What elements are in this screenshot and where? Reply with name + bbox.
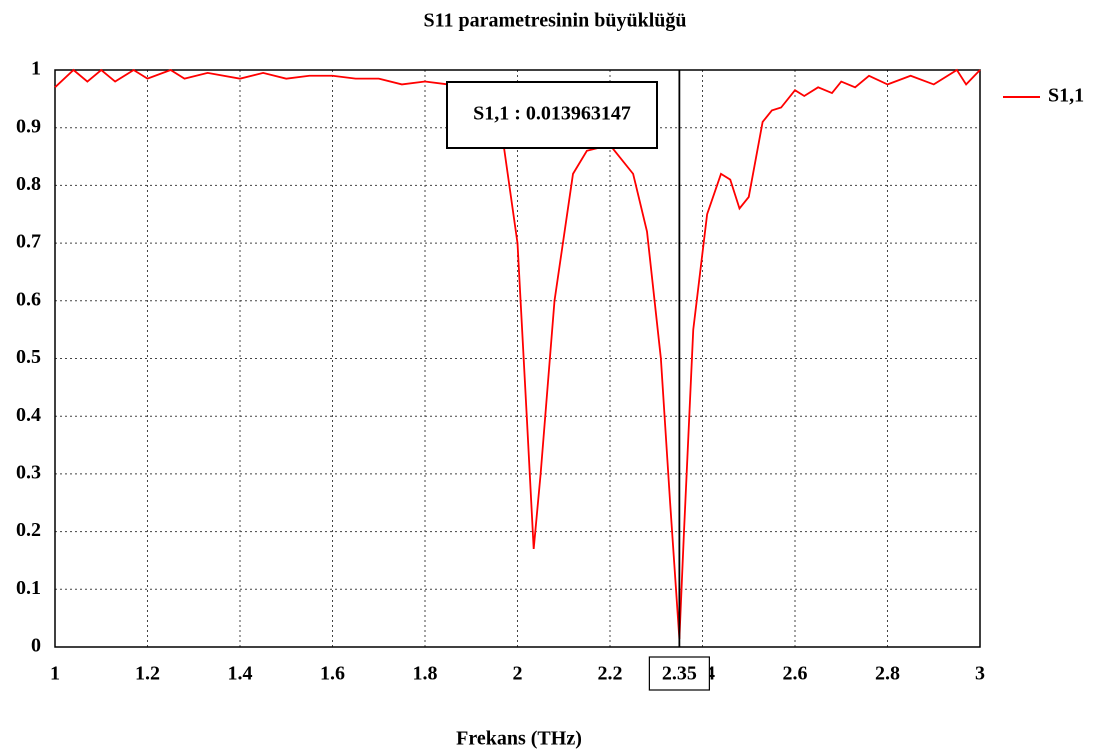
- x-axis-label: Frekans (THz): [456, 728, 582, 750]
- y-tick-label: 0.5: [16, 346, 41, 368]
- x-tick-label: 2.2: [598, 663, 623, 685]
- x-tick-label: 2.8: [875, 663, 900, 685]
- y-tick-label: 0.2: [16, 519, 41, 541]
- x-tick-label: 2: [513, 663, 523, 685]
- x-tick-label: 1.8: [413, 663, 438, 685]
- marker-label: 2.35: [662, 663, 697, 685]
- plot-frame: [54, 69, 981, 648]
- x-tick-label: 1.4: [228, 663, 253, 685]
- x-tick-label: 1.2: [135, 663, 160, 685]
- x-tick-label: 3: [975, 663, 985, 685]
- annotation-box: [446, 81, 658, 149]
- chart-title: S11 parametresinin büyüklüğü: [423, 10, 686, 32]
- y-tick-label: 0.7: [16, 231, 41, 253]
- x-tick-label: 1: [50, 663, 60, 685]
- marker-label-box: [648, 656, 710, 691]
- y-tick-label: 0.6: [16, 288, 41, 310]
- y-tick-label: 0.3: [16, 461, 41, 483]
- y-tick-label: 0.4: [16, 404, 41, 426]
- x-tick-label: 1.6: [320, 663, 345, 685]
- annotation-text: S1,1 : 0.013963147: [473, 103, 631, 125]
- y-tick-label: 0.1: [16, 577, 41, 599]
- y-tick-label: 1: [31, 58, 41, 80]
- x-tick-label: 2.6: [783, 663, 808, 685]
- y-tick-label: 0.9: [16, 115, 41, 137]
- data-line: [54, 68, 981, 639]
- y-tick-label: 0: [31, 635, 41, 657]
- y-tick-label: 0.8: [16, 173, 41, 195]
- legend-label: S1,1: [1048, 85, 1084, 107]
